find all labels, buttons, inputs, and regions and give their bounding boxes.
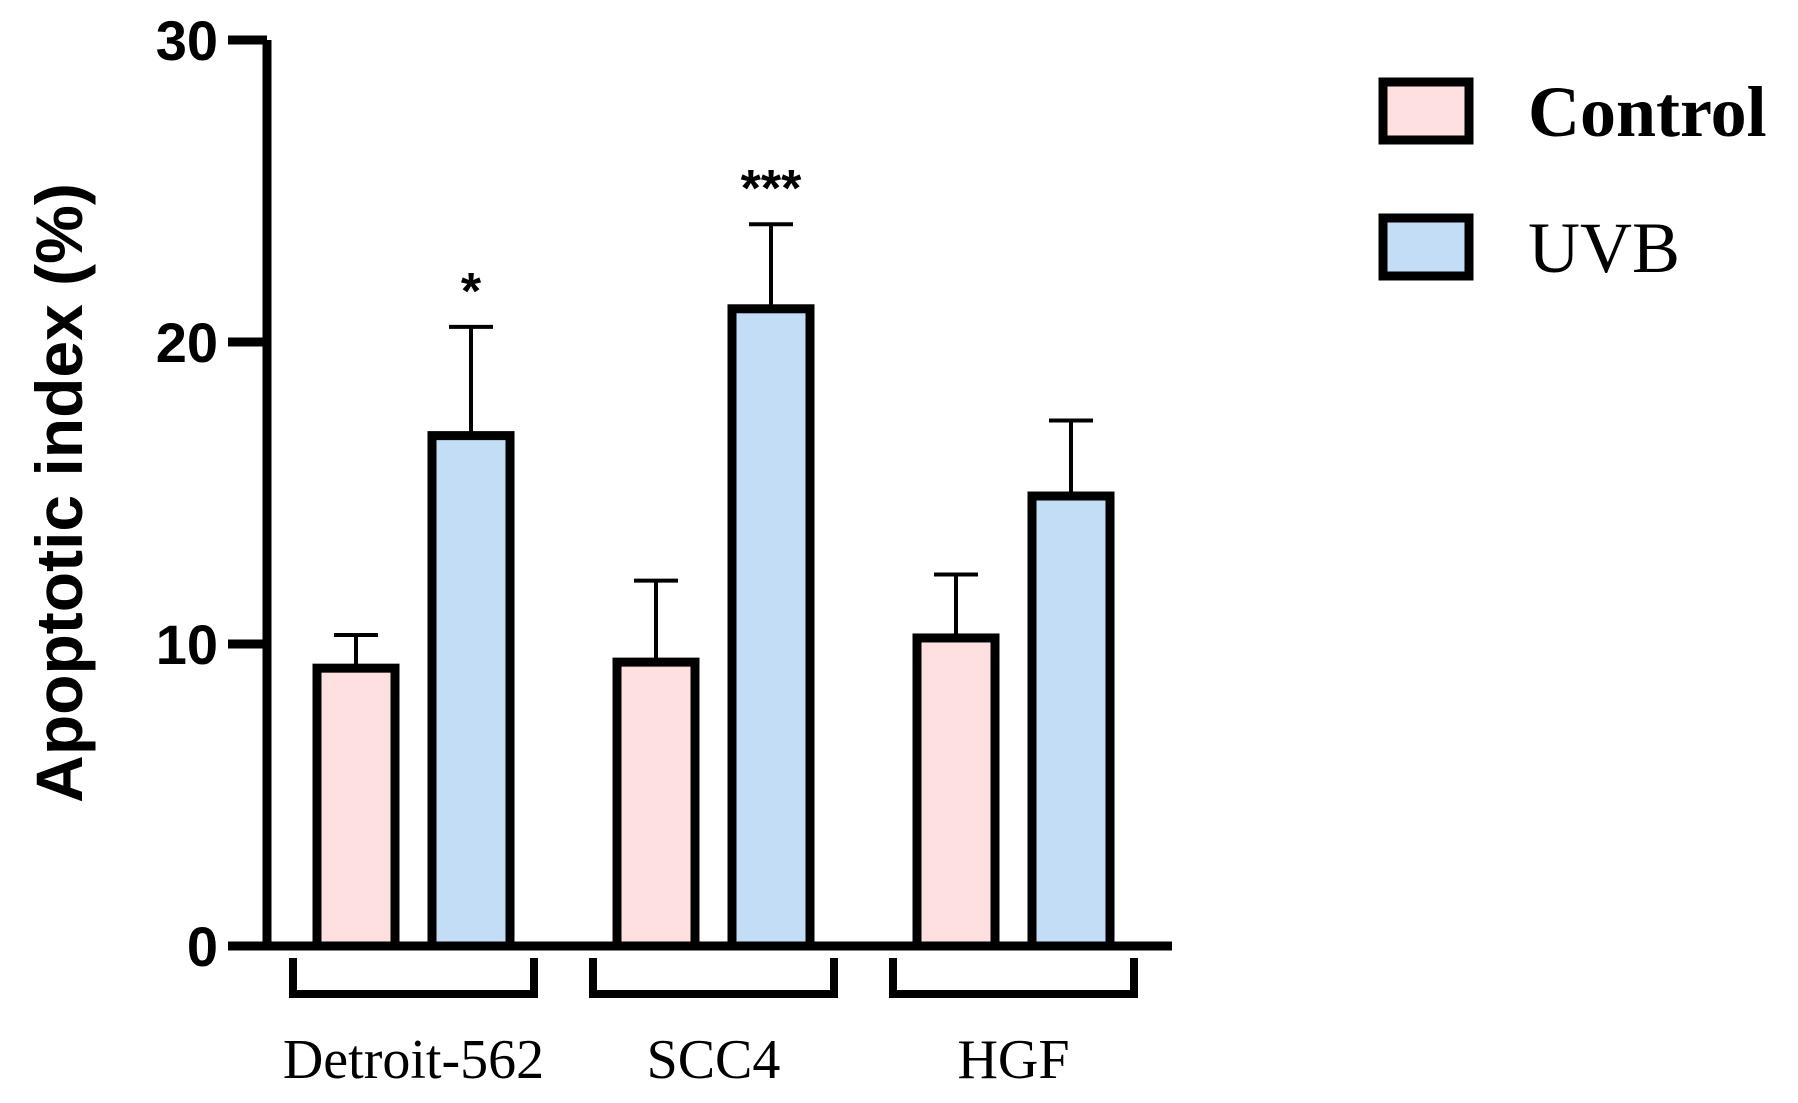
legend-label-uvb: UVB <box>1528 208 1680 288</box>
error-bars <box>334 222 1093 669</box>
bar-uvb-hgf <box>1027 491 1115 951</box>
legend-label-control: Control <box>1528 72 1767 152</box>
y-tick-label: 30 <box>156 9 218 72</box>
bar-control-scc4 <box>612 657 700 951</box>
category-bracket <box>889 958 1138 998</box>
significance-mark: * <box>461 263 482 321</box>
y-tick-label: 10 <box>156 613 218 676</box>
legend-swatch-control <box>1378 77 1474 145</box>
category-brackets <box>289 958 1138 998</box>
bar-control-hgf <box>912 633 1000 951</box>
y-ticks: 0 10 20 30 <box>156 9 267 978</box>
bar-uvb-detroit-562 <box>427 431 515 951</box>
y-tick-label: 20 <box>156 311 218 374</box>
y-tick-label: 0 <box>187 915 218 978</box>
significance-mark: *** <box>741 160 802 218</box>
legend-swatch-uvb <box>1378 213 1474 281</box>
category-bracket <box>289 958 538 998</box>
category-bracket <box>589 958 838 998</box>
legend: Control UVB <box>1378 72 1767 288</box>
bars <box>312 304 1115 951</box>
y-axis-label: Apoptotic index (%) <box>22 183 96 803</box>
category-label: Detroit-562 <box>283 1029 544 1091</box>
significance-marks: **** <box>461 160 802 321</box>
category-labels: Detroit-562 SCC4 HGF <box>283 1029 1070 1091</box>
bar-control-detroit-562 <box>312 663 400 951</box>
bar-uvb-scc4 <box>727 304 815 951</box>
category-label: SCC4 <box>647 1029 781 1091</box>
category-label: HGF <box>957 1029 1069 1091</box>
